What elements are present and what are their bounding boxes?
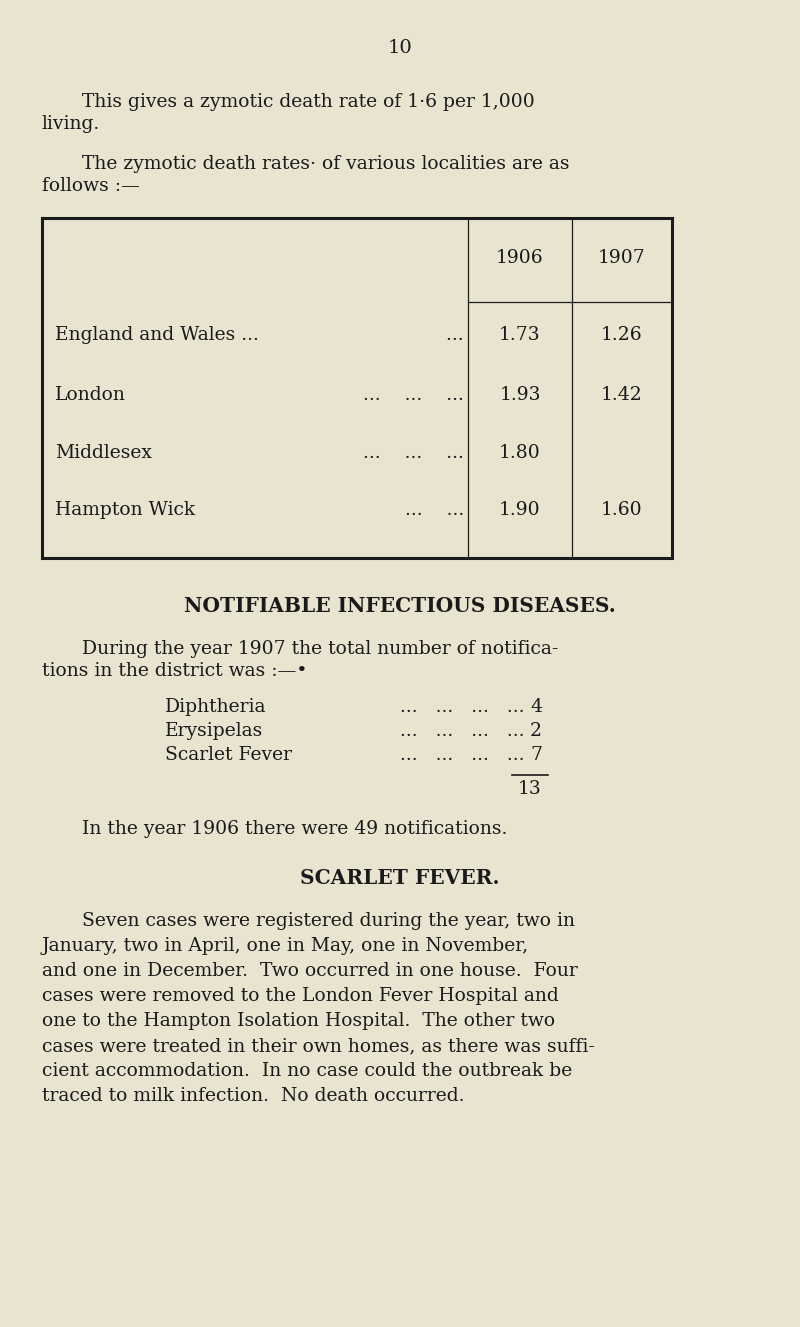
Text: ...    ...    ...: ... ... ... xyxy=(339,386,464,403)
Text: ...   ...   ...   ...: ... ... ... ... xyxy=(382,722,525,740)
Text: 10: 10 xyxy=(388,38,412,57)
Text: NOTIFIABLE INFECTIOUS DISEASES.: NOTIFIABLE INFECTIOUS DISEASES. xyxy=(184,596,616,616)
Text: Diphtheria: Diphtheria xyxy=(165,698,266,717)
Text: 1907: 1907 xyxy=(598,249,646,267)
Text: January, two in April, one in May, one in November,: January, two in April, one in May, one i… xyxy=(42,937,529,955)
Text: cases were treated in their own homes, as there was suffi-: cases were treated in their own homes, a… xyxy=(42,1036,595,1055)
Text: ...   ...   ...   ...: ... ... ... ... xyxy=(382,698,525,717)
Text: Seven cases were registered during the year, two in: Seven cases were registered during the y… xyxy=(82,912,575,930)
Text: one to the Hampton Isolation Hospital.  The other two: one to the Hampton Isolation Hospital. T… xyxy=(42,1013,555,1030)
Text: and one in December.  Two occurred in one house.  Four: and one in December. Two occurred in one… xyxy=(42,962,578,981)
Text: Hampton Wick: Hampton Wick xyxy=(55,502,195,519)
Text: 1.80: 1.80 xyxy=(499,445,541,462)
Text: ...   ...   ...   ...: ... ... ... ... xyxy=(382,746,525,764)
Text: 7: 7 xyxy=(530,746,542,764)
Text: 1.73: 1.73 xyxy=(499,326,541,344)
Text: 4: 4 xyxy=(530,698,542,717)
Text: Erysipelas: Erysipelas xyxy=(165,722,263,740)
Text: This gives a zymotic death rate of 1·6 per 1,000: This gives a zymotic death rate of 1·6 p… xyxy=(82,93,534,111)
Text: 13: 13 xyxy=(518,780,542,798)
Text: ...    ...: ... ... xyxy=(381,502,464,519)
Text: 1.90: 1.90 xyxy=(499,502,541,519)
Text: 1.93: 1.93 xyxy=(499,386,541,403)
Text: England and Wales ...: England and Wales ... xyxy=(55,326,259,344)
Text: Middlesex: Middlesex xyxy=(55,445,152,462)
Text: 2: 2 xyxy=(530,722,542,740)
Text: follows :—: follows :— xyxy=(42,176,140,195)
Text: tions in the district was :—•: tions in the district was :—• xyxy=(42,662,307,679)
Text: traced to milk infection.  No death occurred.: traced to milk infection. No death occur… xyxy=(42,1087,465,1105)
Text: ...    ...    ...: ... ... ... xyxy=(339,445,464,462)
Text: The zymotic death rates· of various localities are as: The zymotic death rates· of various loca… xyxy=(82,155,570,173)
Text: 1.26: 1.26 xyxy=(601,326,643,344)
Text: 1906: 1906 xyxy=(496,249,544,267)
Text: ...: ... xyxy=(422,326,464,344)
Text: SCARLET FEVER.: SCARLET FEVER. xyxy=(300,868,500,888)
Text: living.: living. xyxy=(42,115,100,133)
Text: In the year 1906 there were 49 notifications.: In the year 1906 there were 49 notificat… xyxy=(82,820,507,837)
Text: cases were removed to the London Fever Hospital and: cases were removed to the London Fever H… xyxy=(42,987,558,1005)
Text: 1.42: 1.42 xyxy=(601,386,643,403)
Text: 1.60: 1.60 xyxy=(601,502,643,519)
Text: cient accommodation.  In no case could the outbreak be: cient accommodation. In no case could th… xyxy=(42,1062,572,1080)
Text: London: London xyxy=(55,386,126,403)
Text: Scarlet Fever: Scarlet Fever xyxy=(165,746,292,764)
Text: During the year 1907 the total number of notifica-: During the year 1907 the total number of… xyxy=(82,640,558,658)
